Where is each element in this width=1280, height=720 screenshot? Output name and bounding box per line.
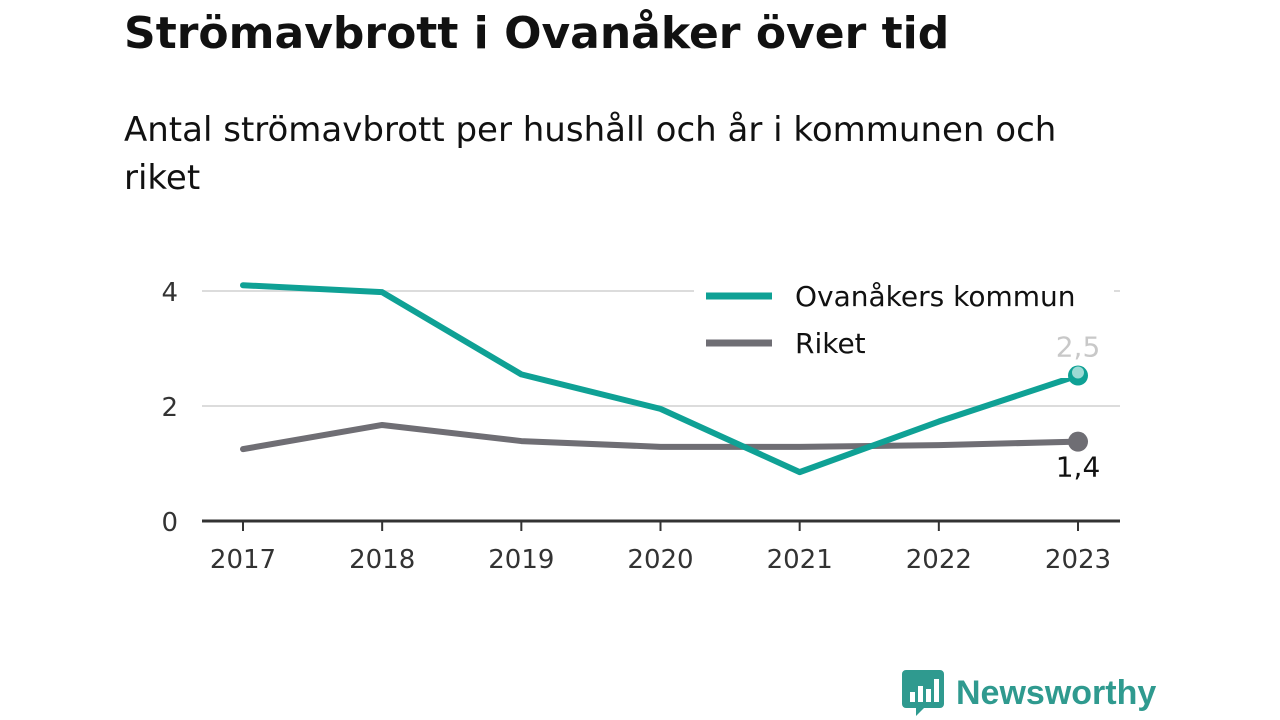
end-marker-1 — [1068, 431, 1088, 452]
newsworthy-logo-text: Newsworthy — [956, 674, 1157, 712]
newsworthy-logo-icon — [902, 670, 944, 716]
legend: Ovanåkers kommun Riket — [694, 268, 1114, 378]
x-axis-ticks: 2017 2018 2019 2020 2021 2022 2023 — [210, 521, 1111, 575]
end-value-labels: 2,5 1,4 — [1056, 331, 1101, 484]
x-tick-label: 2021 — [767, 545, 833, 575]
legend-background — [694, 268, 1114, 378]
series-lines — [240, 282, 1081, 476]
x-tick-label: 2022 — [906, 545, 972, 575]
x-tick-label: 2020 — [627, 545, 693, 575]
legend-label: Riket — [795, 327, 866, 360]
y-tick-label: 2 — [161, 393, 178, 423]
chart-title: Strömavbrott i Ovanåker över tid — [124, 8, 950, 59]
y-axis-ticks: 0 2 4 — [161, 278, 178, 538]
end-marker-highlight — [1072, 366, 1084, 379]
end-value-label: 1,4 — [1056, 451, 1101, 484]
x-tick-label: 2023 — [1045, 545, 1111, 575]
x-tick-label: 2019 — [488, 545, 554, 575]
chart-subtitle: Antal strömavbrott per hushåll och år i … — [124, 110, 1057, 198]
legend-label: Ovanåkers kommun — [795, 280, 1076, 313]
newsworthy-logo: Newsworthy — [902, 670, 1156, 716]
y-tick-label: 0 — [161, 508, 178, 538]
end-value-label: 2,5 — [1056, 331, 1101, 364]
x-tick-label: 2018 — [349, 545, 415, 575]
x-tick-label: 2017 — [210, 545, 276, 575]
y-tick-label: 4 — [161, 278, 178, 308]
series-line-1 — [240, 421, 1081, 453]
